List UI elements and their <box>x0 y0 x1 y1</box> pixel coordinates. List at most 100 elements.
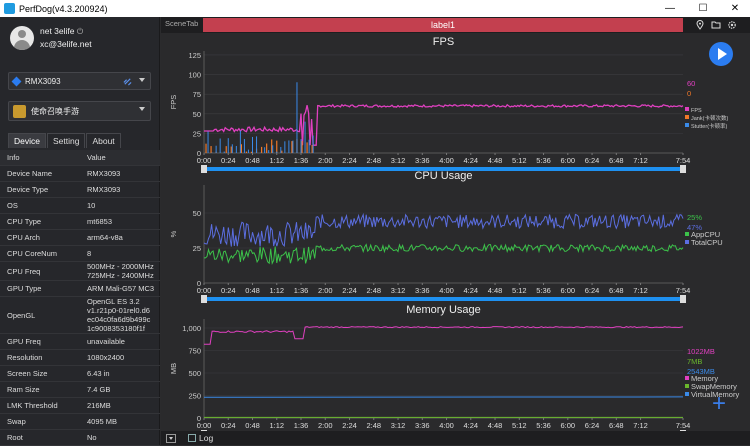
app-select[interactable]: 使命召唤手游 <box>8 101 151 121</box>
maximize-button[interactable]: ☐ <box>688 0 718 17</box>
slider-handle-right[interactable] <box>680 295 686 303</box>
folder-icon[interactable] <box>711 20 721 30</box>
x-tick-label: 6:24 <box>585 156 600 165</box>
x-tick-label: 2:24 <box>342 286 357 295</box>
y-axis-label: % <box>169 230 178 237</box>
tab-about[interactable]: About <box>86 133 120 148</box>
slider-handle-left[interactable] <box>201 165 207 173</box>
x-tick-label: 5:12 <box>512 421 527 430</box>
x-tick-label: 5:36 <box>536 286 551 295</box>
avatar[interactable] <box>10 26 34 50</box>
legend-swatch <box>685 232 689 236</box>
row-value: arm64-v8a <box>80 233 160 242</box>
y-tick-label: 75 <box>193 90 201 99</box>
x-tick-label: 1:36 <box>294 421 309 430</box>
row-value: mt6853 <box>80 217 160 226</box>
window-title: PerfDog(v4.3.200924) <box>19 4 108 14</box>
x-tick-label: 1:12 <box>269 421 284 430</box>
user-name: net 3elife <box>40 26 75 36</box>
x-tick-label: 4:24 <box>463 156 478 165</box>
x-tick-label: 6:48 <box>609 286 624 295</box>
x-tick-label: 3:12 <box>391 421 406 430</box>
y-tick-label: 750 <box>188 347 201 356</box>
scene-tab[interactable]: SceneTab <box>165 19 198 28</box>
x-tick-label: 6:00 <box>560 421 575 430</box>
legend-swatch <box>685 115 689 119</box>
log-toggle-button[interactable] <box>166 434 176 443</box>
power-icon[interactable]: ⏻ <box>77 27 83 36</box>
y-tick-label: 25 <box>193 129 201 138</box>
x-tick-label: 0:24 <box>221 156 236 165</box>
tab-device[interactable]: Device <box>8 133 46 148</box>
time-range-slider[interactable] <box>204 297 683 301</box>
app-icon <box>13 105 26 118</box>
scene-label[interactable]: label1 <box>203 18 683 32</box>
add-icon[interactable]: + <box>712 394 726 414</box>
x-tick-label: 0:24 <box>221 421 236 430</box>
log-checkbox[interactable] <box>188 434 196 442</box>
legend-label: Stutter(卡顿率) <box>691 122 728 130</box>
legend-label: FPS <box>691 108 702 114</box>
x-tick-label: 1:12 <box>269 156 284 165</box>
x-tick-label: 6:48 <box>609 421 624 430</box>
table-header: Info Value <box>0 150 160 166</box>
slider-handle-right[interactable] <box>680 165 686 173</box>
device-select[interactable]: RMX3093 <box>8 72 151 90</box>
tab-setting[interactable]: Setting <box>47 133 85 148</box>
y-axis-label: FPS <box>169 95 178 110</box>
x-tick-label: 0:48 <box>245 286 260 295</box>
memory-series-line <box>204 327 683 345</box>
row-key: CPU Freq <box>0 267 80 276</box>
x-tick-label: 4:24 <box>463 286 478 295</box>
y-axis-label: MB <box>169 363 178 374</box>
settings-icon[interactable] <box>727 20 737 30</box>
row-value: 8 <box>80 249 160 258</box>
x-tick-label: 6:24 <box>585 286 600 295</box>
close-button[interactable]: ✕ <box>720 0 750 17</box>
row-key: Screen Size <box>0 369 80 378</box>
slider-handle-left[interactable] <box>201 295 207 303</box>
row-key: CPU Arch <box>0 233 80 242</box>
location-icon[interactable] <box>695 20 705 30</box>
y-tick-label: 1,000 <box>182 324 201 333</box>
x-tick-label: 0:48 <box>245 156 260 165</box>
y-tick-label: 500 <box>188 369 201 378</box>
x-tick-label: 2:00 <box>318 286 333 295</box>
x-tick-label: 6:48 <box>609 156 624 165</box>
row-key: Swap <box>0 417 80 426</box>
x-tick-label: 3:36 <box>415 421 430 430</box>
x-tick-label: 2:00 <box>318 156 333 165</box>
x-tick-label: 5:12 <box>512 286 527 295</box>
usb-link-icon[interactable] <box>123 77 132 86</box>
x-tick-label: 0:00 <box>197 156 212 165</box>
x-tick-label: 7:12 <box>633 286 648 295</box>
window-titlebar: PerfDog(v4.3.200924) — ☐ ✕ <box>0 0 750 17</box>
row-key: Ram Size <box>0 385 80 394</box>
header-value: Value <box>80 153 160 162</box>
x-tick-label: 6:24 <box>585 421 600 430</box>
log-bar: Log <box>161 431 750 445</box>
play-button[interactable] <box>709 42 733 66</box>
legend-swatch <box>685 123 689 127</box>
x-tick-label: 4:48 <box>488 421 503 430</box>
minimize-button[interactable]: — <box>655 0 685 17</box>
x-tick-label: 7:54 <box>676 421 691 430</box>
appcpu-series-line <box>204 245 683 264</box>
device-icon <box>12 76 22 86</box>
x-tick-label: 0:00 <box>197 286 212 295</box>
x-tick-label: 4:00 <box>439 421 454 430</box>
scene-bar: SceneTab label1 <box>161 17 750 33</box>
x-tick-label: 2:48 <box>366 156 381 165</box>
x-tick-label: 3:36 <box>415 156 430 165</box>
x-tick-label: 4:00 <box>439 286 454 295</box>
